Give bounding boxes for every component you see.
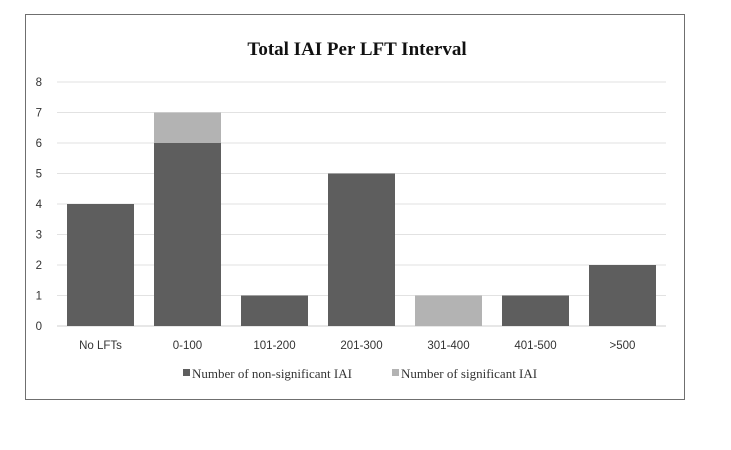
- legend-label: Number of significant IAI: [401, 366, 537, 381]
- y-tick-label: 1: [36, 291, 42, 303]
- bar-segment: [67, 204, 134, 326]
- x-tick-label: 301-400: [427, 340, 469, 352]
- y-tick-label: 4: [36, 199, 43, 211]
- y-tick-label: 5: [36, 169, 42, 181]
- bar-segment: [589, 265, 656, 326]
- bar-segment: [154, 143, 221, 326]
- y-tick-label: 8: [36, 77, 42, 89]
- x-tick-label: 101-200: [253, 340, 295, 352]
- x-axis-ticks: No LFTs 0-100 101-200 201-300 301-400 401-500…: [79, 340, 635, 352]
- bar-segment: [154, 112, 221, 143]
- y-tick-label: 7: [36, 108, 42, 120]
- y-tick-label: 0: [36, 321, 42, 333]
- legend-swatch: [183, 369, 190, 376]
- chart-title: Total IAI Per LFT Interval: [247, 39, 466, 60]
- bars: [67, 112, 656, 326]
- x-tick-label: No LFTs: [79, 340, 122, 352]
- bar-segment: [502, 295, 569, 326]
- legend-label: Number of non-significant IAI: [192, 366, 352, 381]
- bar-segment: [415, 295, 482, 326]
- chart-frame: Total IAI Per LFT Interval 0 1 2 3 4 5 6 7 8 No …: [25, 14, 685, 400]
- chart-svg: Total IAI Per LFT Interval 0 1 2 3 4 5 6 7 8 No …: [36, 39, 666, 381]
- bar-segment: [328, 173, 395, 326]
- x-tick-label: 0-100: [173, 340, 202, 352]
- x-tick-label: >500: [610, 340, 636, 352]
- y-tick-label: 3: [36, 230, 42, 242]
- x-tick-label: 201-300: [340, 340, 382, 352]
- y-tick-label: 6: [36, 138, 42, 150]
- legend-swatch: [392, 369, 399, 376]
- y-tick-label: 2: [36, 260, 42, 272]
- legend: Number of non-significant IAI Number of s…: [183, 366, 537, 381]
- y-axis-ticks: 0 1 2 3 4 5 6 7 8: [36, 77, 43, 333]
- bar-segment: [241, 295, 308, 326]
- x-tick-label: 401-500: [514, 340, 556, 352]
